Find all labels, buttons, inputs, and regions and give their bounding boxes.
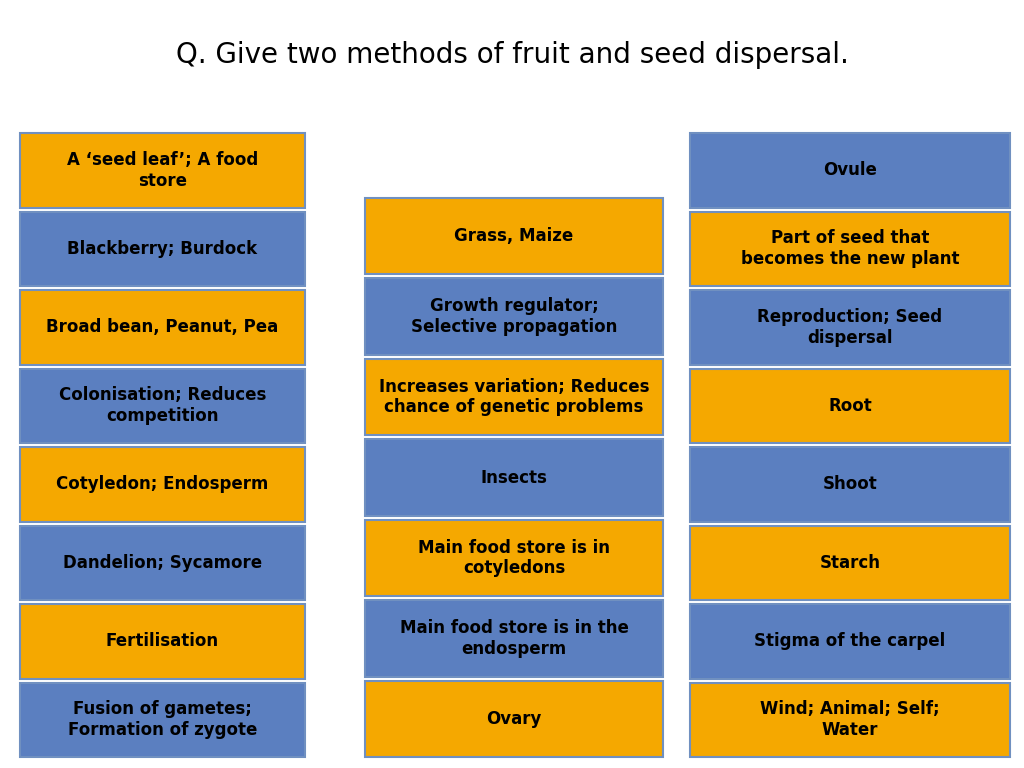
Text: Starch: Starch	[819, 554, 881, 571]
Bar	[690, 133, 1010, 207]
Bar	[20, 604, 305, 678]
Bar	[365, 680, 663, 757]
Text: Main food store is in
cotyledons: Main food store is in cotyledons	[418, 538, 610, 578]
Bar	[20, 211, 305, 286]
Bar	[690, 369, 1010, 443]
Bar	[20, 369, 305, 443]
Text: Wind; Animal; Self;
Water: Wind; Animal; Self; Water	[760, 700, 940, 739]
Text: Grass, Maize: Grass, Maize	[455, 227, 573, 245]
Text: Broad bean, Peanut, Pea: Broad bean, Peanut, Pea	[46, 318, 279, 336]
Bar	[690, 290, 1010, 365]
Text: A ‘seed leaf’; A food
store: A ‘seed leaf’; A food store	[67, 151, 258, 190]
Text: Fusion of gametes;
Formation of zygote: Fusion of gametes; Formation of zygote	[68, 700, 257, 739]
Bar	[20, 133, 305, 207]
Bar	[690, 211, 1010, 286]
Text: Root: Root	[828, 397, 871, 415]
Bar	[20, 683, 305, 757]
Text: Growth regulator;
Selective propagation: Growth regulator; Selective propagation	[411, 297, 617, 336]
Text: Shoot: Shoot	[822, 475, 878, 493]
Bar	[365, 279, 663, 355]
Bar	[690, 683, 1010, 757]
Bar	[365, 439, 663, 516]
Bar	[20, 290, 305, 365]
Bar	[20, 525, 305, 600]
Bar	[690, 447, 1010, 521]
Text: Fertilisation: Fertilisation	[105, 632, 219, 650]
Text: Dandelion; Sycamore: Dandelion; Sycamore	[62, 554, 262, 571]
Bar	[365, 359, 663, 435]
Text: Ovary: Ovary	[486, 710, 542, 728]
Text: Increases variation; Reduces
chance of genetic problems: Increases variation; Reduces chance of g…	[379, 378, 649, 416]
Text: Main food store is in the
endosperm: Main food store is in the endosperm	[399, 619, 629, 657]
Bar	[20, 447, 305, 521]
Bar	[690, 525, 1010, 600]
Text: Q. Give two methods of fruit and seed dispersal.: Q. Give two methods of fruit and seed di…	[175, 41, 849, 69]
Text: Insects: Insects	[480, 468, 548, 486]
Text: Ovule: Ovule	[823, 161, 877, 179]
Text: Cotyledon; Endosperm: Cotyledon; Endosperm	[56, 475, 268, 493]
Bar	[365, 520, 663, 596]
Text: Reproduction; Seed
dispersal: Reproduction; Seed dispersal	[758, 308, 942, 346]
Bar	[365, 198, 663, 274]
Bar	[365, 600, 663, 677]
Text: Part of seed that
becomes the new plant: Part of seed that becomes the new plant	[740, 230, 959, 268]
Text: Colonisation; Reduces
competition: Colonisation; Reduces competition	[58, 386, 266, 425]
Bar	[690, 604, 1010, 678]
Text: Stigma of the carpel: Stigma of the carpel	[755, 632, 945, 650]
Text: Blackberry; Burdock: Blackberry; Burdock	[68, 240, 258, 258]
